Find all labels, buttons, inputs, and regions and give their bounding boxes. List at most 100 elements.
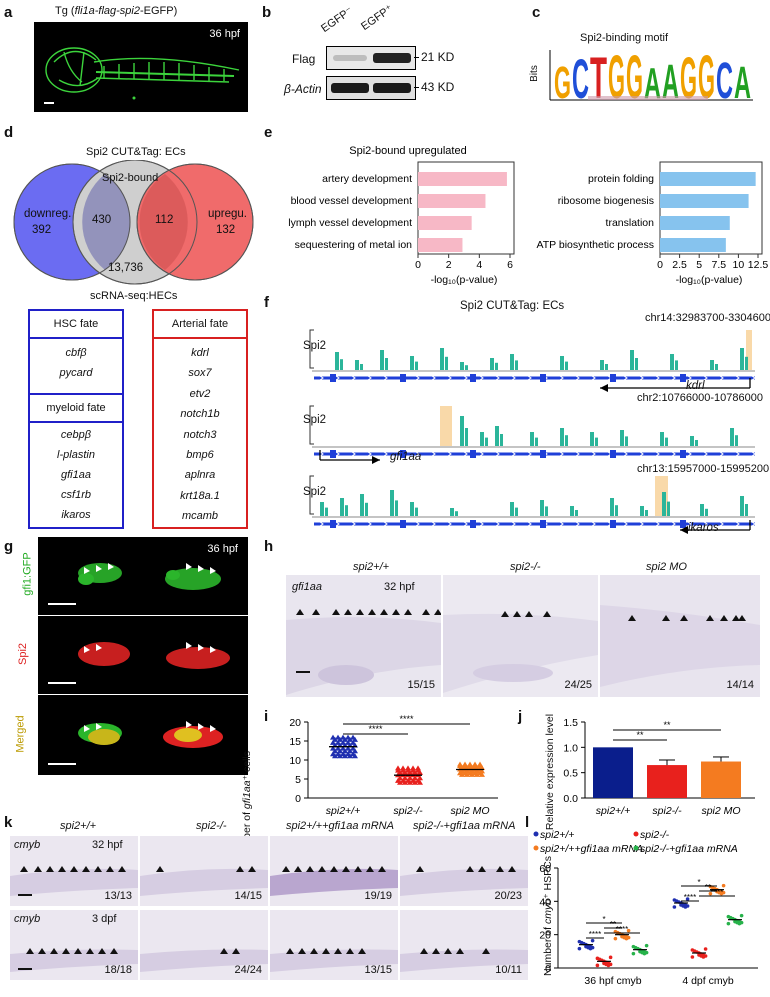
gene-exon <box>470 450 476 458</box>
i-tick-label: 20 <box>289 717 301 729</box>
arrowhead <box>98 948 106 954</box>
l-legend-label: spi2+/++gfi1aa mRNA <box>540 843 643 855</box>
venn-subtitle: scRNA-seq:HECs <box>90 290 178 302</box>
gene-strand-mark <box>447 521 452 527</box>
gene-exon <box>330 450 336 458</box>
i-point <box>330 745 336 751</box>
gene-strand-mark <box>383 521 388 527</box>
arrowhead <box>466 866 474 872</box>
track-peak <box>320 502 324 516</box>
l-point <box>577 939 582 944</box>
track-peak <box>615 505 618 516</box>
track-peak <box>565 361 568 370</box>
gene-strand-mark <box>367 521 372 527</box>
motif-letter: A <box>644 59 661 106</box>
track-peak <box>395 500 398 516</box>
k-image: 10/11 <box>400 910 528 980</box>
gene-strand-mark <box>415 375 420 381</box>
k-image: 19/19 <box>270 836 398 906</box>
i-point <box>462 761 468 767</box>
gene-strand-mark <box>623 521 628 527</box>
arrowhead <box>478 866 486 872</box>
i-point <box>347 753 353 759</box>
i-point <box>347 748 353 754</box>
i-point <box>407 779 413 785</box>
e-bar <box>418 194 486 208</box>
l-point <box>631 944 636 949</box>
h-gene: gfi1aa <box>292 581 322 593</box>
track-peak <box>510 502 514 516</box>
arrowhead <box>525 611 533 617</box>
track-peak <box>355 360 359 370</box>
e-tick-label: 5 <box>696 259 702 271</box>
i-point <box>352 753 358 759</box>
l-legend-marker <box>533 831 539 837</box>
i-point <box>345 745 351 751</box>
arrowhead <box>358 948 366 954</box>
track-peak <box>415 507 418 516</box>
l-point <box>595 956 600 961</box>
e-bar-label: ATP biosynthetic process <box>537 239 655 251</box>
track-peak <box>500 434 503 446</box>
gene-strand-mark <box>735 451 740 457</box>
l-ylabel: Number of cmyb⁺ HSPCs <box>541 856 554 976</box>
arrowhead <box>434 609 442 615</box>
arrowhead <box>232 948 240 954</box>
arrowhead <box>330 866 338 872</box>
track-peak <box>410 502 414 516</box>
l-sig-label: **** <box>616 925 628 934</box>
motif-letter: A <box>734 58 751 106</box>
arrowhead <box>220 948 228 954</box>
arrowhead <box>738 615 746 621</box>
l-point <box>638 949 642 954</box>
panel-label-l: l <box>525 814 530 831</box>
gene-strand-mark <box>623 451 628 457</box>
panel-g-time: 36 hpf <box>207 543 238 555</box>
l-legend-label: spi2+/+ <box>540 829 574 841</box>
track-peak <box>640 506 644 516</box>
e-xlabel: -log₁₀(p-value) <box>431 274 498 286</box>
track-peak <box>445 356 448 370</box>
gene-strand-mark <box>703 375 708 381</box>
arrowhead <box>86 948 94 954</box>
gene-exon <box>540 520 546 528</box>
track-gene-1: kdrl <box>686 380 705 392</box>
i-tick-label: 5 <box>295 774 301 786</box>
track-peak <box>575 510 578 516</box>
i-tick-label: 0 <box>295 793 301 805</box>
tracks-title: Spi2 CUT&Tag: ECs <box>460 300 565 312</box>
track-peak <box>740 496 744 516</box>
arrowhead <box>420 948 428 954</box>
l-point <box>739 913 744 918</box>
track-peak <box>570 506 574 516</box>
embryo-trunk <box>400 868 528 896</box>
gene-strand-mark <box>447 375 452 381</box>
gene-strand-mark <box>495 375 500 381</box>
myeloid-gene-list: cebpβ l-plastin gfi1aa csf1rb ikaros <box>57 429 95 521</box>
panel-label-j: j <box>518 708 523 725</box>
g-label-gfp: gfi1:GFP <box>21 552 34 596</box>
arrowhead <box>508 866 516 872</box>
track-peak <box>740 348 744 370</box>
gene-strand-mark <box>735 375 740 381</box>
blot-label-actin: β-Actin <box>284 82 322 96</box>
panel-label-k: k <box>4 814 13 831</box>
gene-exon <box>400 450 406 458</box>
gene-strand-mark <box>591 375 596 381</box>
gene-exon <box>540 450 546 458</box>
gene-strand-mark <box>479 375 484 381</box>
track-peak <box>515 360 518 370</box>
l-legend-label: spi2-/-+gfi1aa mRNA <box>640 843 738 855</box>
embryo-trunk <box>140 949 268 972</box>
arrowhead <box>501 611 509 617</box>
gene-strand-mark <box>335 375 340 381</box>
track-peak <box>380 350 384 370</box>
l-xlabel: 36 hpf cmyb <box>584 975 641 987</box>
gene-exon <box>400 520 406 528</box>
track-peak <box>545 506 548 516</box>
gene-strand-mark <box>479 521 484 527</box>
l-point <box>697 953 701 957</box>
e-tick-label: 12.5 <box>748 259 768 271</box>
arrowhead <box>354 866 362 872</box>
